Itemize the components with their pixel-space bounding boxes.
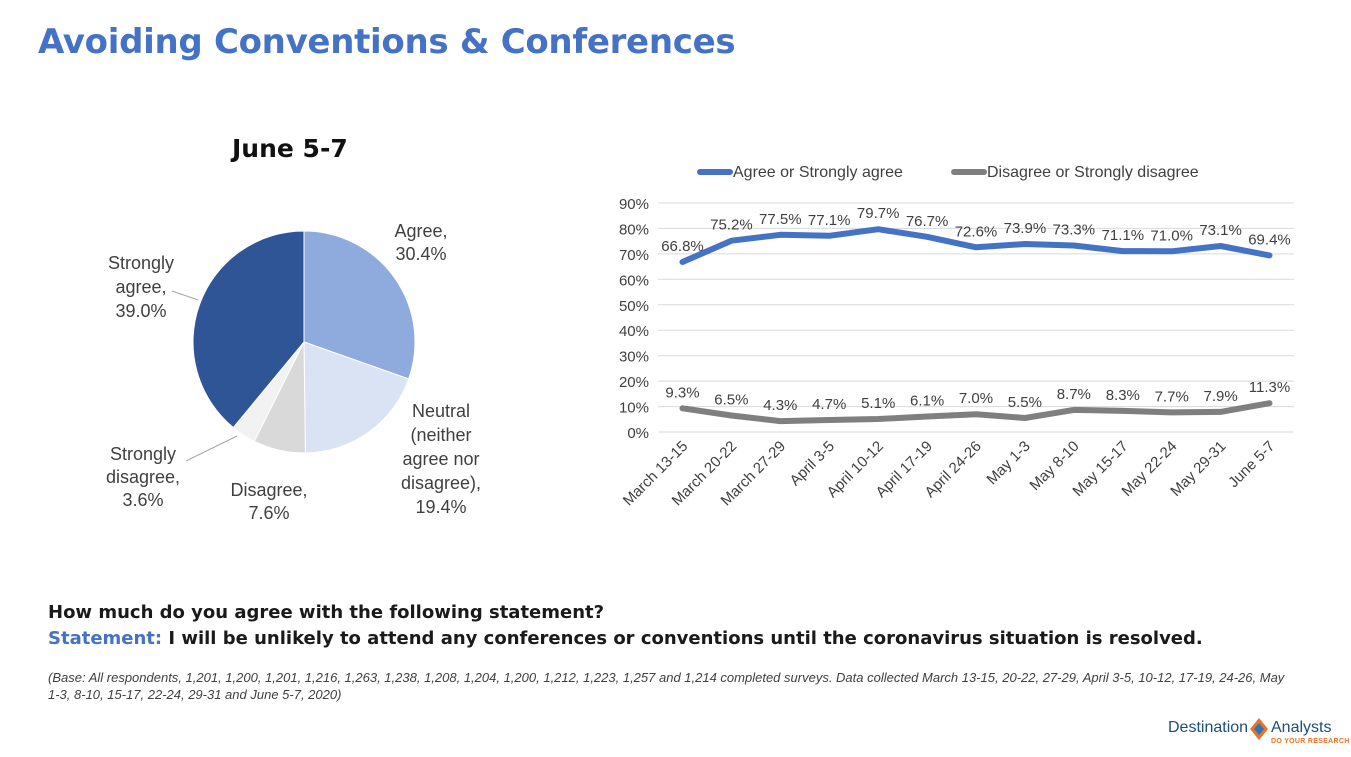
pie-slice (303, 230, 416, 380)
data-label: 72.6% (955, 223, 998, 240)
data-label: 73.3% (1053, 222, 1096, 239)
data-label: 73.9% (1004, 220, 1047, 237)
data-label: 7.7% (1155, 388, 1189, 405)
logo-mark-icon (1250, 718, 1268, 740)
data-label: 11.3% (1249, 379, 1290, 396)
data-label: 69.4% (1248, 231, 1291, 248)
logo-name-right: Analysts (1271, 719, 1332, 736)
y-tick-label: 70% (619, 247, 649, 264)
data-label: 7.0% (959, 390, 993, 407)
pie-leader-line (171, 290, 199, 301)
pie-leader-line (185, 435, 238, 462)
page-title: Avoiding Conventions & Conferences (38, 22, 736, 62)
data-label: 4.7% (812, 396, 846, 413)
y-tick-label: 20% (619, 374, 649, 391)
statement-label: Statement: (48, 628, 163, 649)
y-tick-label: 40% (619, 323, 649, 340)
pie-slice-label: Agree, 30.4% (394, 221, 447, 264)
logo-name-left: Destination (1168, 719, 1249, 736)
data-label: 77.1% (808, 212, 851, 229)
data-label: 66.8% (661, 238, 704, 255)
pie-slice-label: Strongly agree, 39.0% (108, 253, 174, 321)
x-tick-label: June 5-7 (1225, 438, 1278, 491)
y-tick-label: 50% (619, 298, 649, 315)
survey-statement: Statement: I will be unlikely to attend … (48, 628, 1203, 649)
legend-label: Disagree or Strongly disagree (987, 164, 1199, 181)
pie-slice-label: Strongly disagree, 3.6% (106, 444, 180, 510)
y-tick-label: 0% (627, 425, 649, 442)
data-label: 8.3% (1106, 387, 1140, 404)
data-label: 9.3% (665, 384, 699, 401)
data-label: 73.1% (1199, 222, 1242, 239)
data-label: 76.7% (906, 213, 949, 230)
logo-tagline: DO YOUR RESEARCH (1271, 738, 1350, 745)
data-label: 75.2% (710, 217, 753, 234)
data-label: 6.1% (910, 393, 944, 410)
x-tick-label: May 1-3 (983, 438, 1033, 488)
data-label: 7.9% (1203, 388, 1237, 405)
statement-text: I will be unlikely to attend any confere… (162, 628, 1203, 649)
data-label: 79.7% (857, 205, 900, 222)
y-tick-label: 30% (619, 349, 649, 366)
data-label: 77.5% (759, 211, 802, 228)
series-agree-line (679, 226, 1273, 265)
survey-question: How much do you agree with the following… (48, 602, 605, 623)
series-disagree-line (679, 400, 1273, 425)
pie-slice-label: Neutral (neither agree nor disagree), 19.4% (401, 401, 481, 517)
data-label: 8.7% (1057, 386, 1091, 403)
pie-slice-label: Disagree, 7.6% (230, 480, 307, 523)
line-chart: 0%10%20%30%40%50%60%70%80%90%March 13-15… (619, 164, 1294, 509)
base-note: (Base: All respondents, 1,201, 1,200, 1,… (48, 670, 1285, 702)
pie-slice (192, 230, 305, 429)
legend-label: Agree or Strongly agree (733, 164, 903, 181)
data-label: 71.0% (1150, 227, 1193, 244)
pie-chart: Agree, 30.4% Neutral (neither agree nor disag… (106, 221, 481, 523)
data-label: 6.5% (714, 392, 748, 409)
y-tick-label: 90% (619, 196, 649, 213)
pie-chart-title: June 5-7 (232, 134, 348, 163)
y-tick-label: 80% (619, 221, 649, 238)
data-label: 71.1% (1102, 227, 1145, 244)
y-tick-label: 60% (619, 272, 649, 289)
data-label: 4.3% (763, 397, 797, 414)
destination-analysts-logo: Destination Analysts DO YOUR RESEARCH (1168, 715, 1350, 749)
pie-slice (303, 341, 410, 454)
y-tick-label: 10% (619, 400, 649, 417)
data-label: 5.5% (1008, 394, 1042, 411)
data-label: 5.1% (861, 395, 895, 412)
